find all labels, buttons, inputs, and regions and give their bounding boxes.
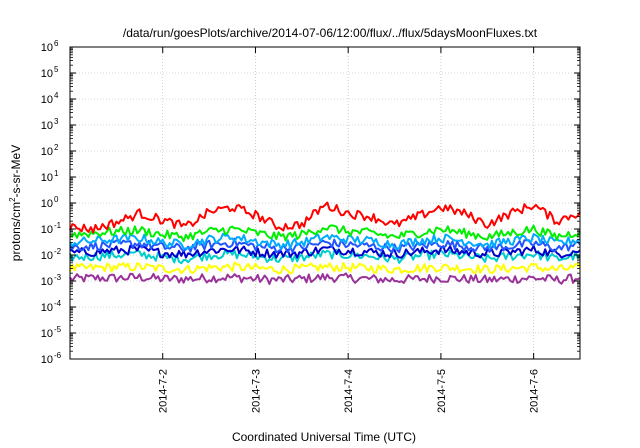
- series-line: [69, 224, 581, 243]
- y-tick-label: 10: [41, 276, 53, 288]
- y-tick-label: 10: [41, 224, 53, 236]
- y-tick-exponent: -2: [54, 247, 62, 256]
- y-axis-label: protons/cm2-s-sr-MeV: [8, 145, 23, 261]
- y-tick-label: 10: [41, 250, 53, 262]
- series-line: [69, 261, 581, 275]
- series-line: [69, 272, 581, 285]
- y-tick-exponent: -6: [54, 351, 62, 360]
- y-tick-label: 10: [41, 198, 53, 210]
- y-tick-exponent: 4: [54, 91, 59, 100]
- series-layer: [69, 201, 581, 285]
- y-tick-label: 10: [41, 146, 53, 158]
- series-line: [69, 248, 581, 265]
- y-tick-exponent: -4: [54, 299, 62, 308]
- x-axis-ticks: 2014-7-2 2014-7-3 2014-7-4 2014-7-5 2014-7-6: [158, 47, 541, 413]
- y-tick-label: 10: [41, 42, 53, 54]
- y-tick-label: 10: [41, 354, 53, 366]
- y-tick-exponent: 2: [54, 143, 59, 152]
- x-tick-label: 2014-7-3: [250, 369, 262, 413]
- y-tick-exponent: 0: [54, 195, 59, 204]
- y-tick-exponent: 6: [54, 39, 59, 48]
- y-tick-exponent: 1: [54, 169, 59, 178]
- grid-lines: [70, 47, 580, 359]
- series-line: [69, 201, 581, 234]
- y-tick-exponent: -5: [54, 325, 62, 334]
- y-tick-label: 10: [41, 172, 53, 184]
- x-axis-label: Coordinated Universal Time (UTC): [232, 430, 416, 444]
- x-tick-label: 2014-7-2: [158, 369, 170, 413]
- x-tick-label: 2014-7-6: [529, 369, 541, 413]
- y-tick-label: 10: [41, 120, 53, 132]
- y-tick-label: 10: [41, 68, 53, 80]
- y-tick-label: 10: [41, 302, 53, 314]
- y-tick-label: 10: [41, 328, 53, 340]
- y-axis-ticks: 10 -610 -510 -410 -310 -210 -110 010 110 210 310 41…: [41, 39, 580, 366]
- series-line: [69, 244, 581, 259]
- y-tick-label: 10: [41, 94, 53, 106]
- y-tick-exponent: 3: [54, 117, 59, 126]
- y-tick-exponent: -1: [54, 221, 62, 230]
- series-line: [69, 232, 581, 250]
- x-tick-label: 2014-7-5: [436, 369, 448, 413]
- chart-title: /data/run/goesPlots/archive/2014-07-06/1…: [123, 26, 538, 40]
- y-tick-exponent: -3: [54, 273, 62, 282]
- x-tick-label: 2014-7-4: [343, 369, 355, 413]
- y-tick-exponent: 5: [54, 65, 59, 74]
